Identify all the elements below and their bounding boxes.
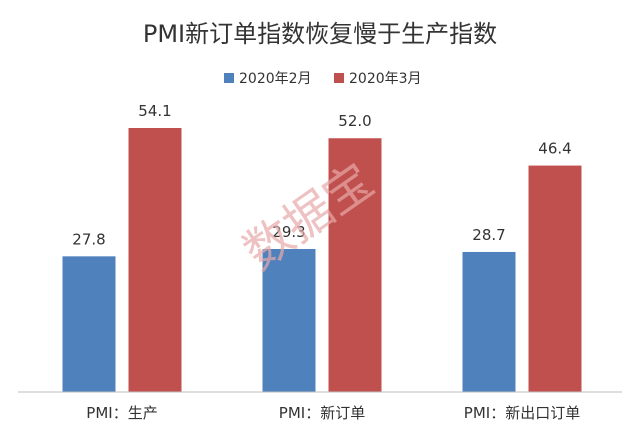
legend-item-mar: 2020年3月 bbox=[334, 71, 422, 87]
data-label-mar-0: 54.1 bbox=[138, 102, 171, 120]
bar-mar-2 bbox=[529, 166, 582, 392]
data-label-feb-2: 28.7 bbox=[472, 226, 505, 244]
bar-feb-0 bbox=[63, 256, 116, 392]
legend-swatch-feb bbox=[224, 73, 234, 83]
data-label-mar-2: 46.4 bbox=[538, 140, 571, 158]
bar-mar-0 bbox=[129, 128, 182, 392]
legend-label-feb: 2020年2月 bbox=[239, 71, 312, 87]
chart-title: PMI新订单指数恢复慢于生产指数 bbox=[143, 20, 497, 48]
legend-label-mar: 2020年3月 bbox=[349, 71, 422, 87]
bars-group bbox=[63, 128, 582, 392]
category-label-1: PMI：新订单 bbox=[279, 404, 365, 422]
legend-item-feb: 2020年2月 bbox=[224, 71, 312, 87]
data-label-mar-1: 52.0 bbox=[338, 112, 371, 130]
legend: 2020年2月 2020年3月 bbox=[224, 71, 422, 87]
legend-swatch-mar bbox=[334, 73, 344, 83]
category-label-0: PMI：生产 bbox=[86, 404, 157, 422]
category-labels-group: PMI：生产 PMI：新订单 PMI：新出口订单 bbox=[86, 404, 580, 422]
category-label-2: PMI：新出口订单 bbox=[464, 404, 580, 422]
bar-feb-2 bbox=[463, 252, 516, 392]
data-label-feb-0: 27.8 bbox=[72, 230, 105, 248]
